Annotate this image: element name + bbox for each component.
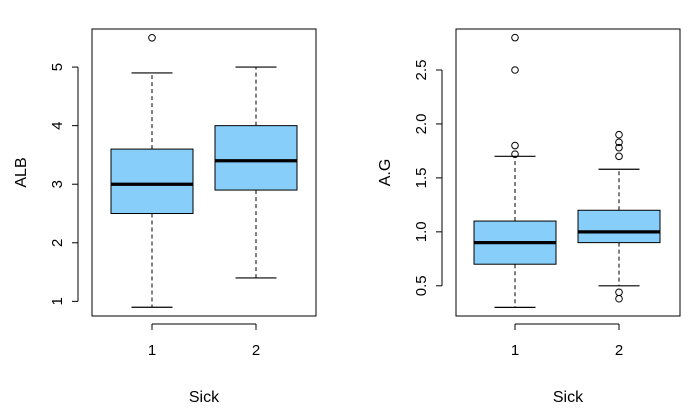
panel-ag-by-sick: 0.5 1.0 1.5 2.0 2.5 1 2 Sick A.G <box>377 28 681 406</box>
y-tick-label: 4 <box>49 121 66 129</box>
y-tick-label: 3 <box>49 180 66 188</box>
y-axis-title: A.G <box>377 159 394 187</box>
outlier-point <box>615 143 623 152</box>
outlier-point <box>511 66 519 74</box>
outlier-point <box>615 152 623 161</box>
x-tick-label: 1 <box>148 342 156 359</box>
box-iqr-1 <box>110 148 194 214</box>
panel-alb-by-sick: 1 2 3 4 5 1 2 Sick ALB <box>13 28 317 406</box>
x-axis-title: Sick <box>189 389 220 406</box>
outlier-point <box>615 288 623 297</box>
y-tick-label: 2.0 <box>413 114 430 135</box>
y-tick-label: 1.0 <box>413 221 430 242</box>
outlier-point <box>511 141 519 150</box>
plot-frame <box>455 28 681 317</box>
outlier-point <box>511 33 519 42</box>
y-tick-label: 2 <box>49 239 66 247</box>
y-tick-label: 1.5 <box>413 167 430 188</box>
outlier-point <box>615 130 623 139</box>
y-tick-label: 0.5 <box>413 275 430 296</box>
x-tick-label: 2 <box>252 342 260 359</box>
x-tick-label: 1 <box>511 342 519 359</box>
x-tick-label: 2 <box>615 342 623 359</box>
outlier-point <box>615 138 623 147</box>
outlier-point <box>148 33 156 42</box>
outlier-point <box>615 294 623 303</box>
plot-frame <box>91 28 317 317</box>
box-iqr-2 <box>214 125 298 191</box>
box-iqr-2 <box>577 209 661 244</box>
y-tick-label: 1 <box>49 297 66 305</box>
y-tick-label: 2.5 <box>413 60 430 81</box>
y-axis-title: ALB <box>13 157 30 187</box>
outlier-point <box>511 150 519 158</box>
y-tick-label: 5 <box>49 63 66 71</box>
x-axis-title: Sick <box>553 389 584 406</box>
